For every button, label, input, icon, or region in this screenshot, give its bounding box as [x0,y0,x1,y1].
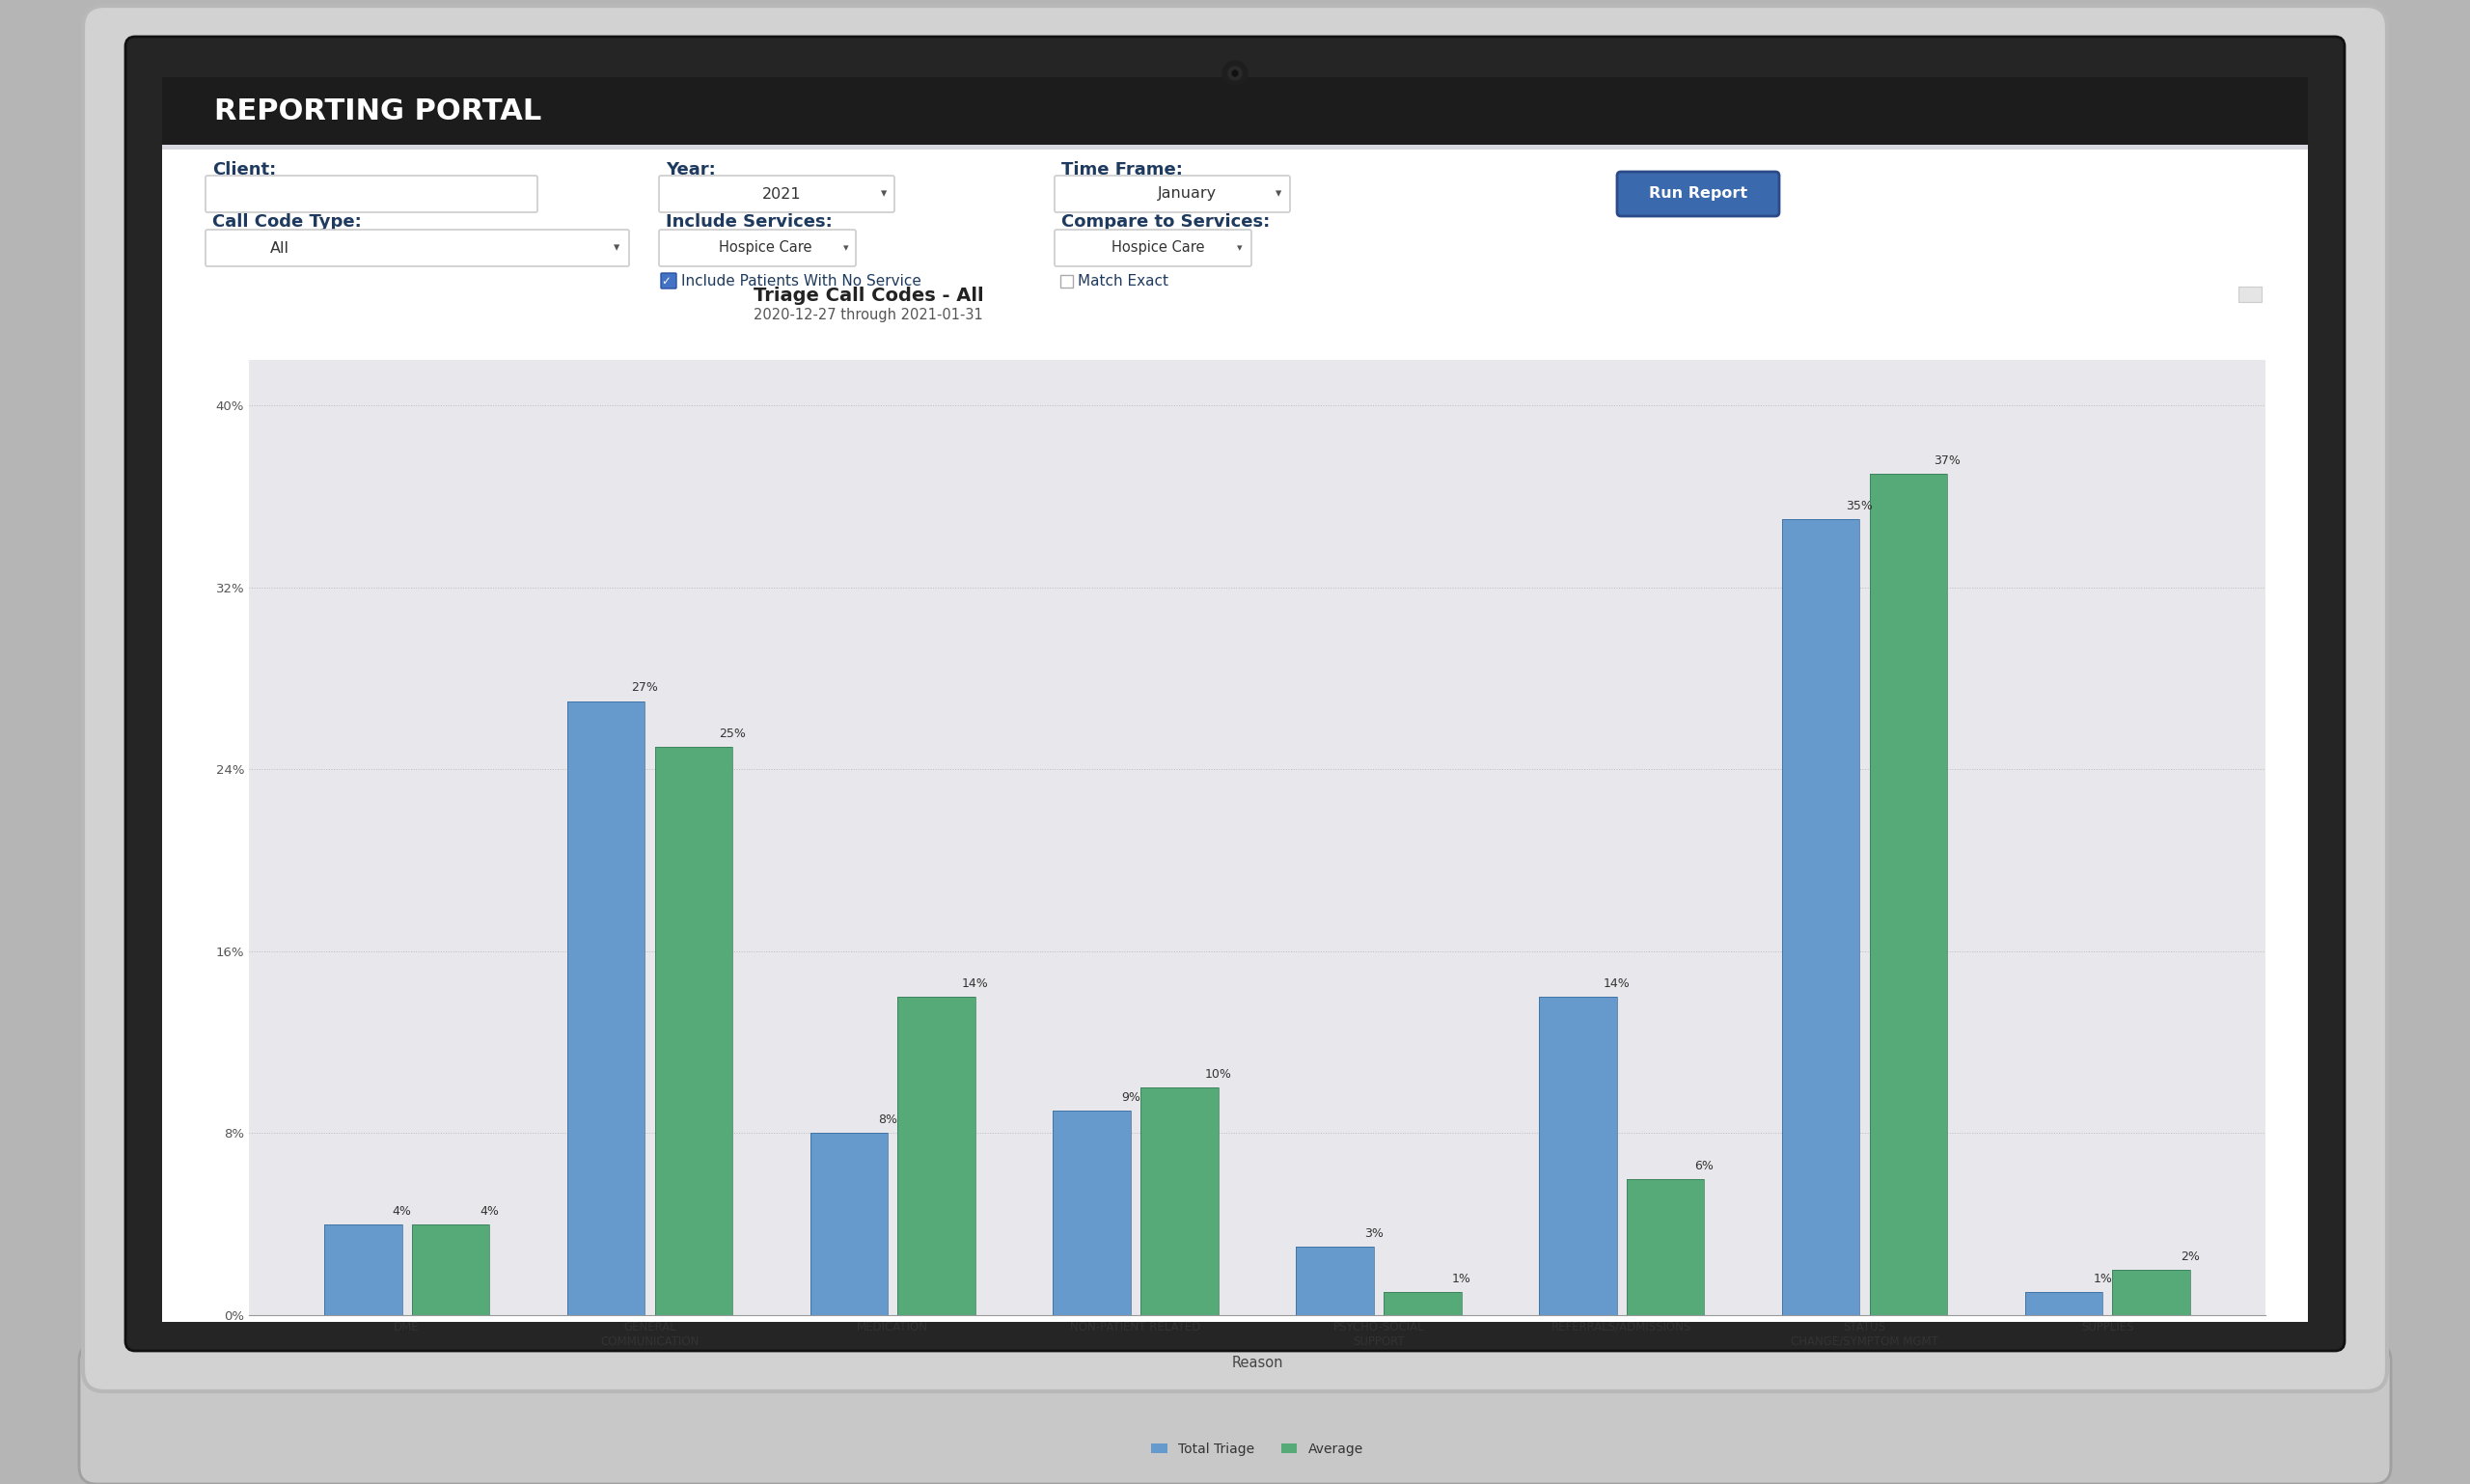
Text: 27%: 27% [632,681,659,695]
Text: Run Report: Run Report [1650,187,1746,202]
Circle shape [1233,70,1237,76]
Text: All: All [269,240,289,255]
Text: Match Exact: Match Exact [1077,273,1168,288]
Text: ▾: ▾ [1275,187,1282,200]
Bar [897,997,976,1315]
Text: Triage Call Codes - All: Triage Call Codes - All [753,286,983,304]
Bar [2025,1293,2102,1315]
Bar [568,700,645,1315]
Bar [810,1134,887,1315]
Text: 1%: 1% [2092,1273,2112,1285]
Bar [897,997,976,1315]
Bar [810,1134,887,1315]
Bar [568,700,645,1315]
FancyBboxPatch shape [205,230,630,266]
Text: Hospice Care: Hospice Care [719,240,813,255]
X-axis label: Reason: Reason [1233,1355,1282,1370]
Bar [412,1224,489,1315]
Bar [1539,997,1618,1315]
Text: 6%: 6% [1694,1159,1714,1172]
FancyBboxPatch shape [1055,175,1289,212]
Bar [2112,1270,2191,1315]
Bar [2238,286,2263,303]
Text: Compare to Services:: Compare to Services: [1062,214,1270,230]
FancyBboxPatch shape [205,175,538,212]
Text: 4%: 4% [479,1205,499,1217]
Text: ✓: ✓ [662,275,669,286]
Bar [324,1224,403,1315]
Bar [1870,473,1946,1315]
Bar [2025,1293,2102,1315]
Circle shape [1223,61,1247,86]
Text: 25%: 25% [719,727,746,739]
Bar [163,77,2307,145]
Bar [324,1224,403,1315]
Text: ▾: ▾ [842,243,850,252]
FancyBboxPatch shape [659,175,894,212]
Text: 10%: 10% [1205,1068,1233,1080]
Bar [1141,1088,1218,1315]
FancyBboxPatch shape [659,230,855,266]
FancyBboxPatch shape [1055,230,1252,266]
Bar [163,145,2307,358]
Bar [1625,1178,1704,1315]
Bar [655,746,734,1315]
Bar [1052,1110,1131,1315]
Text: 3%: 3% [1363,1227,1383,1241]
FancyBboxPatch shape [662,273,677,288]
Bar [163,145,2307,150]
Bar [163,77,2307,1322]
Text: 2020-12-27 through 2021-01-31: 2020-12-27 through 2021-01-31 [753,307,983,322]
FancyBboxPatch shape [1618,172,1778,217]
Bar [1383,1293,1462,1315]
Text: January: January [1158,187,1218,202]
Bar [1383,1293,1462,1315]
Text: 8%: 8% [879,1114,897,1126]
Bar [2112,1270,2191,1315]
Text: 14%: 14% [1603,978,1630,990]
Text: Call Code Type:: Call Code Type: [212,214,361,230]
Bar [163,261,2307,1322]
Bar [1781,519,1860,1315]
Text: ▾: ▾ [882,187,887,200]
FancyBboxPatch shape [79,1343,2391,1484]
Text: REPORTING PORTAL: REPORTING PORTAL [215,98,541,126]
FancyBboxPatch shape [84,6,2386,1392]
Bar [1052,1110,1131,1315]
Bar [1297,1247,1373,1315]
Text: 2%: 2% [2181,1251,2201,1263]
Text: Client:: Client: [212,162,277,178]
FancyBboxPatch shape [126,37,2344,1350]
Text: 1%: 1% [1452,1273,1470,1285]
Bar [1539,997,1618,1315]
Bar [1141,1088,1218,1315]
Text: 2021: 2021 [763,187,800,202]
Bar [1781,519,1860,1315]
Text: 37%: 37% [1934,454,1961,467]
Text: 4%: 4% [393,1205,412,1217]
Circle shape [1228,67,1242,80]
Bar [1870,473,1946,1315]
Text: Hospice Care: Hospice Care [1112,240,1205,255]
Text: 9%: 9% [1121,1091,1141,1104]
Text: 14%: 14% [961,978,988,990]
Text: ▾: ▾ [1237,243,1242,252]
Text: 35%: 35% [1845,500,1872,512]
Text: Year:: Year: [667,162,716,178]
Bar [1060,275,1072,288]
Text: ▾: ▾ [613,242,620,254]
Text: Include Services:: Include Services: [667,214,832,230]
Text: Include Patients With No Service: Include Patients With No Service [682,273,921,288]
Legend: Total Triage, Average: Total Triage, Average [1146,1437,1368,1462]
Bar [1297,1247,1373,1315]
Bar [655,746,734,1315]
Bar [1625,1178,1704,1315]
Bar [412,1224,489,1315]
Text: Time Frame:: Time Frame: [1062,162,1183,178]
